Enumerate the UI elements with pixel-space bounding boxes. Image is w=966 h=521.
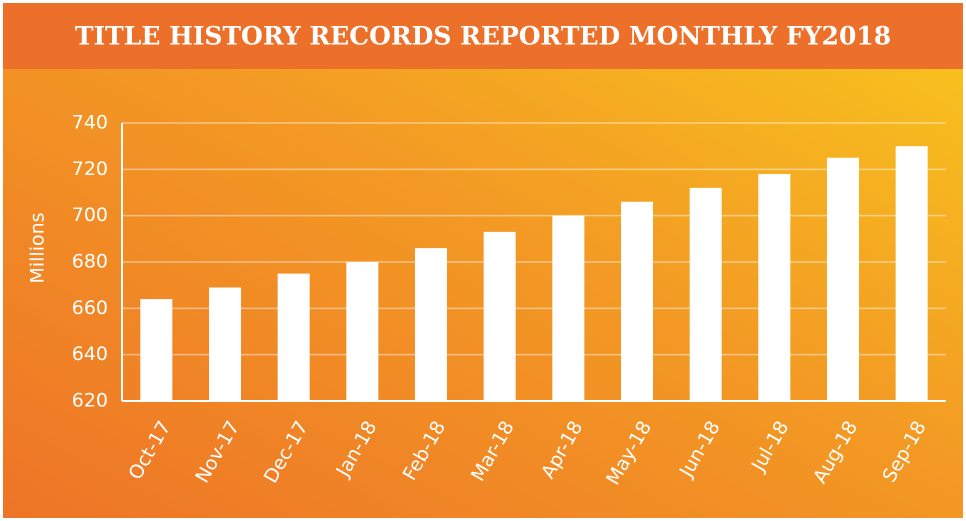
y-tick-label: 740 [72, 112, 108, 134]
y-axis-label: Millions [27, 212, 49, 283]
bar [140, 299, 173, 401]
chart-title: TITLE HISTORY RECORDS REPORTED MONTHLY F… [75, 22, 891, 51]
bar [621, 201, 653, 401]
bar [689, 187, 722, 401]
bar [277, 273, 310, 401]
y-tick-label: 720 [72, 158, 108, 180]
bar [895, 146, 928, 401]
bar [209, 287, 241, 401]
bar [483, 231, 516, 401]
bar [415, 248, 447, 401]
bar [758, 173, 791, 401]
y-tick-label: 620 [72, 390, 108, 412]
y-tick-label: 680 [72, 251, 108, 273]
y-tick-label: 640 [72, 343, 108, 365]
y-tick-label: 700 [72, 204, 108, 226]
bar [346, 262, 379, 401]
y-tick-label: 660 [72, 297, 108, 319]
title-band [3, 3, 963, 69]
bar [827, 157, 859, 401]
bar [552, 215, 585, 401]
background [3, 3, 963, 518]
